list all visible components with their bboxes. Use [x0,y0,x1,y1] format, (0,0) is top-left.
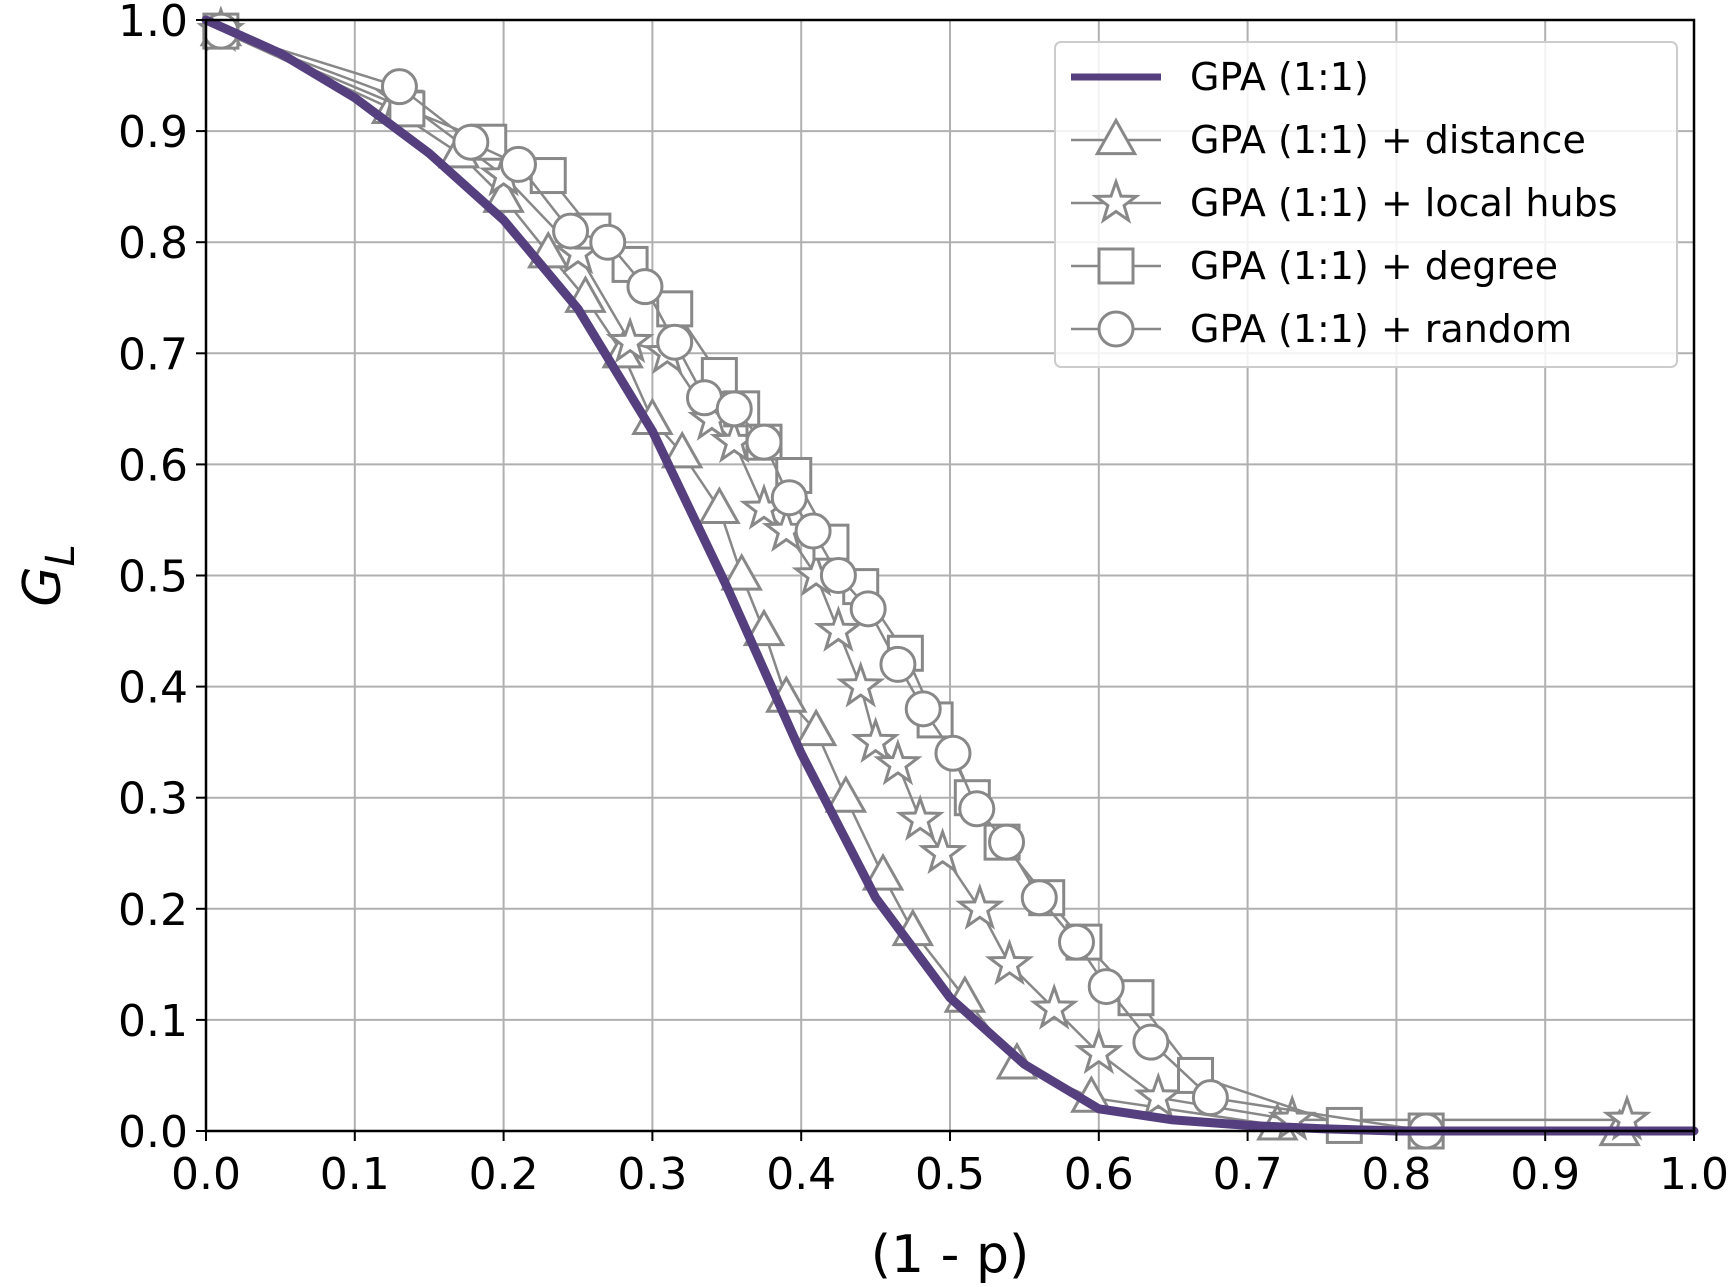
data-point-circle [1191,1079,1229,1117]
legend-label: GPA (1:1) [1190,55,1369,99]
data-point-triangle [742,608,786,647]
data-point-star [984,938,1035,986]
data-point-star [1074,1027,1124,1075]
legend-item: GPA (1:1) + local hubs [1071,177,1618,225]
data-point-circle [1087,968,1125,1006]
data-point-star [851,716,901,763]
x-tick-label: 0.8 [1361,1149,1431,1200]
x-tick-label: 0.4 [766,1149,836,1200]
data-point-circle [656,323,694,361]
data-point-circle [380,68,418,106]
x-tick-label: 0.5 [915,1149,985,1200]
series-line [201,15,1699,1136]
legend-label: GPA (1:1) + local hubs [1190,181,1618,225]
y-axis-label-main: G [13,567,73,607]
y-axis-label-subscript: L [38,544,84,566]
data-point-circle [934,734,972,772]
data-point-circle [1057,923,1095,961]
data-point-circle [1020,879,1058,917]
data-point-triangle [660,430,704,469]
legend-item: GPA (1:1) + degree [1071,244,1558,288]
legend-item: GPA (1:1) + distance [1071,117,1586,162]
x-axis-label: (1 - p) [871,1225,1030,1285]
data-point-circle [1132,1023,1170,1061]
data-point-circle [988,823,1026,861]
x-tick-label: 0.9 [1510,1149,1580,1200]
data-point-triangle [861,852,905,891]
series-4 [202,12,1445,1150]
legend-label: GPA (1:1) + random [1190,307,1572,351]
x-tick-label: 0.1 [320,1149,390,1200]
x-tick-label: 1.0 [1659,1149,1729,1200]
y-tick-label: 0.5 [118,552,188,603]
y-axis-label: GL [13,544,84,607]
plot-area [196,5,1699,1150]
data-point-circle [626,268,664,306]
data-point-triangle [720,552,763,591]
data-point-circle [499,145,537,183]
legend-item: GPA (1:1) [1071,55,1369,99]
data-point-circle [745,423,783,461]
data-point-circle [958,790,996,828]
data-point-circle [879,645,917,683]
data-point-circle [715,390,753,428]
y-tick-label: 0.4 [118,663,188,714]
legend-marker-star [1091,177,1141,224]
legend-label: GPA (1:1) + distance [1190,118,1586,162]
data-point-triangle [698,486,741,524]
y-tick-label: 0.6 [118,440,188,491]
x-tick-label: 0.3 [617,1149,687,1200]
y-tick-label: 0.3 [118,774,188,825]
data-point-triangle [824,775,868,813]
x-tick-label: 0.7 [1213,1149,1283,1200]
data-point-circle [589,223,627,261]
legend-marker-circle [1097,310,1135,348]
data-point-star [955,882,1005,930]
legend: GPA (1:1) GPA (1:1) + distance GPA (1:1) +… [1054,41,1678,368]
data-point-circle [794,512,832,550]
data-point-triangle [482,175,525,213]
data-point-circle [452,123,490,161]
legend-box [1054,41,1678,368]
y-tick-label: 0.9 [118,107,188,158]
legend-marker-triangle [1094,117,1138,156]
data-point-star [605,316,655,364]
data-point-star [873,738,923,786]
legend-item: GPA (1:1) + random [1071,307,1572,351]
data-point-star [836,660,886,708]
y-tick-label: 0.7 [118,329,188,380]
data-point-triangle [794,708,838,747]
y-tick-label: 0.8 [118,218,188,269]
data-point-circle [904,690,942,728]
data-point-star [1029,982,1079,1030]
axis-ticks: 0.0 0.1 0.2 0.3 0.4 0.5 0.6 0.7 0.8 0.9 1.0 0.0 0.1 0… [118,0,1729,1200]
legend-label: GPA (1:1) + degree [1190,244,1558,288]
data-point-star [918,827,968,875]
series-0 [201,15,1699,1136]
y-tick-label: 1.0 [118,0,188,47]
y-tick-label: 0.1 [118,996,188,1047]
x-tick-label: 0.6 [1064,1149,1134,1200]
y-tick-label: 0.0 [118,1107,188,1158]
x-tick-label: 0.0 [171,1149,241,1200]
data-point-circle [849,590,887,628]
data-point-circle [770,479,808,517]
data-point-circle [819,557,857,594]
legend-marker-square [1097,247,1135,285]
y-tick-label: 0.2 [118,885,188,936]
data-point-circle [552,212,590,250]
data-point-star [813,605,863,652]
x-tick-label: 0.2 [469,1149,539,1200]
data-point-star [1133,1071,1183,1119]
data-point-star [895,794,945,841]
